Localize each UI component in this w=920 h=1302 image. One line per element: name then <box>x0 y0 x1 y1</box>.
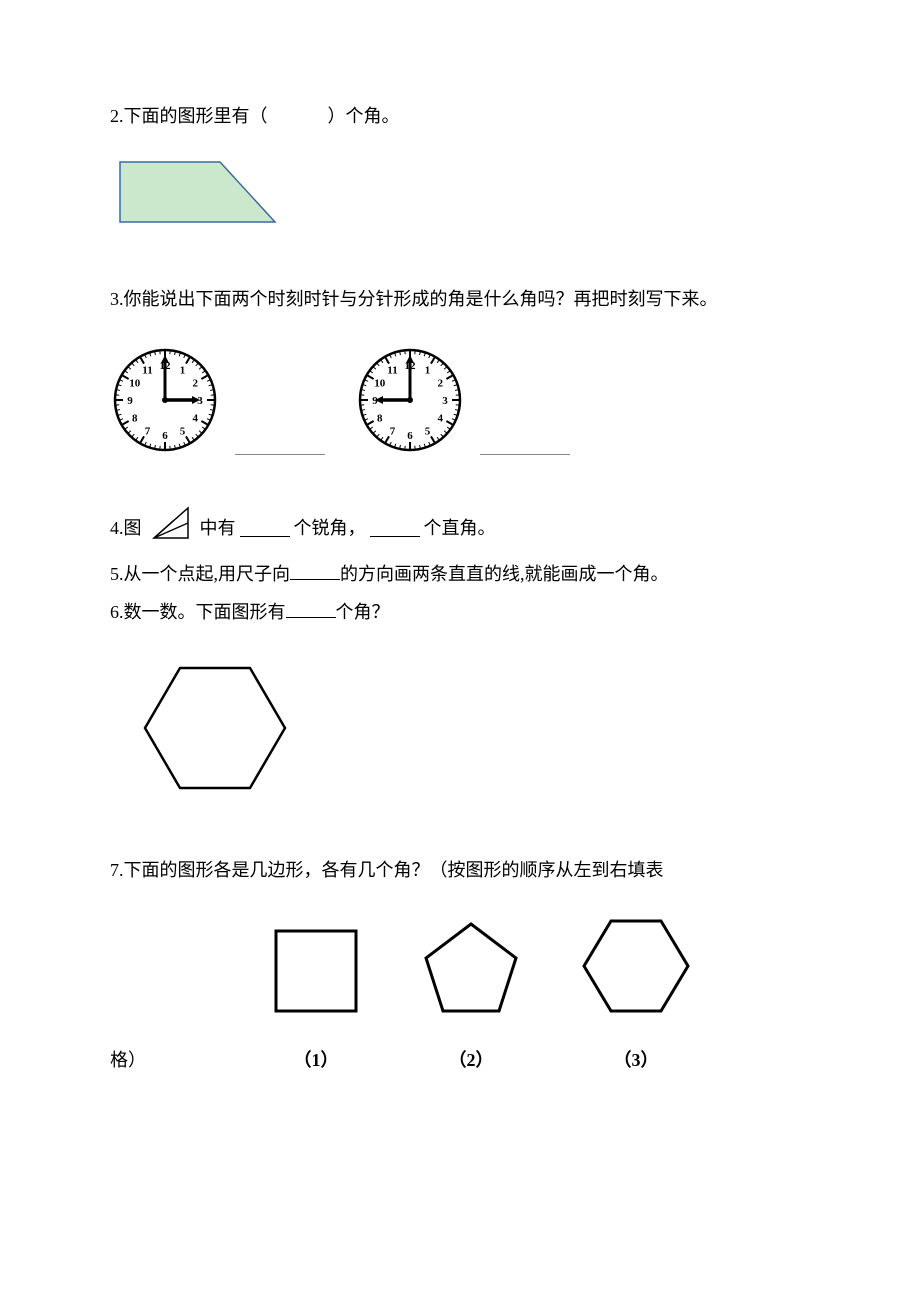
q4-mid3: 个直角。 <box>424 512 496 544</box>
q6-pre: 6.数一数。下面图形有 <box>110 602 286 622</box>
q4-pre: 4.图 <box>110 512 142 544</box>
q5-pre: 5.从一个点起,用尺子向 <box>110 564 290 584</box>
svg-text:4: 4 <box>193 413 199 425</box>
clocks-row: 121234567891011 121234567891011 <box>110 345 810 455</box>
question-2: 2.下面的图形里有（ ）个角。 <box>110 100 810 243</box>
square-shape <box>276 931 356 1011</box>
clock2-answer-blank <box>480 437 570 455</box>
clock-block-1: 121234567891011 <box>110 345 325 455</box>
q5-post: 的方向画两条直直的线,就能画成一个角。 <box>340 564 669 584</box>
q2-shape-container <box>110 152 810 242</box>
svg-text:2: 2 <box>193 378 199 390</box>
svg-text:6: 6 <box>162 430 168 442</box>
svg-text:11: 11 <box>142 365 152 377</box>
clock-block-2: 121234567891011 <box>355 345 570 455</box>
trapezoid-icon <box>110 152 285 232</box>
svg-text:3: 3 <box>442 395 448 407</box>
svg-text:7: 7 <box>145 425 151 437</box>
q7-text: 7.下面的图形各是几边形，各有几个角？（按图形的顺序从左到右填表 <box>110 854 810 886</box>
q4-mid1: 中有 <box>200 512 236 544</box>
hexagon-icon <box>135 653 295 803</box>
pentagon-shape <box>426 924 516 1011</box>
q7-label-2: （2） <box>416 1044 526 1076</box>
hexagon-shape <box>145 668 285 788</box>
pentagon-icon <box>416 916 526 1021</box>
q4-triangle-container <box>151 505 191 551</box>
svg-text:1: 1 <box>180 365 186 377</box>
clock-center <box>407 397 413 403</box>
q4-blank2 <box>370 519 420 537</box>
svg-text:1: 1 <box>425 365 431 377</box>
q6-blank <box>286 600 336 618</box>
q2-pre: 2.下面的图形里有（ <box>110 106 268 126</box>
q4-mid2: 个锐角， <box>294 512 366 544</box>
svg-text:5: 5 <box>180 425 186 437</box>
tri-diag2 <box>154 523 188 538</box>
tri-diag1 <box>154 521 173 538</box>
q2-polygon <box>120 162 275 222</box>
svg-text:11: 11 <box>387 365 397 377</box>
q7-shape-3: （3） <box>576 911 696 1076</box>
triangle-icon <box>151 505 191 541</box>
q7-label-1: （1） <box>266 1044 366 1076</box>
q4-blank1 <box>240 519 290 537</box>
q6-post: 个角？ <box>336 602 390 622</box>
q7-shape-2: （2） <box>416 916 526 1076</box>
svg-text:8: 8 <box>377 413 383 425</box>
svg-text:5: 5 <box>425 425 431 437</box>
clock-center <box>162 397 168 403</box>
svg-text:6: 6 <box>407 430 413 442</box>
hexagon-shape-2 <box>584 921 688 1011</box>
question-3: 3.你能说出下面两个时刻时针与分针形成的角是什么角吗？再把时刻写下来。 1212… <box>110 283 810 455</box>
clock-icon-2: 121234567891011 <box>355 345 465 455</box>
q5-blank <box>290 562 340 580</box>
clock-icon-1: 121234567891011 <box>110 345 220 455</box>
question-4: 4.图 中有 个锐角， 个直角。 <box>110 505 810 551</box>
q3-text: 3.你能说出下面两个时刻时针与分针形成的角是什么角吗？再把时刻写下来。 <box>110 283 810 315</box>
svg-text:3: 3 <box>197 395 203 407</box>
question-7: 7.下面的图形各是几边形，各有几个角？（按图形的顺序从左到右填表 格） （1） … <box>110 854 810 1076</box>
svg-text:10: 10 <box>374 378 386 390</box>
svg-text:2: 2 <box>438 378 444 390</box>
q2-post: ）个角。 <box>328 106 400 126</box>
q7-text-end: 格） <box>110 1044 146 1076</box>
svg-text:9: 9 <box>127 395 133 407</box>
svg-text:8: 8 <box>132 413 138 425</box>
q2-text: 2.下面的图形里有（ ）个角。 <box>110 100 810 132</box>
hexagon-icon-2 <box>576 911 696 1021</box>
q7-shape-1: （1） <box>266 921 366 1076</box>
square-icon <box>266 921 366 1021</box>
svg-text:7: 7 <box>390 425 396 437</box>
question-6: 6.数一数。下面图形有 个角？ <box>110 596 810 628</box>
svg-text:10: 10 <box>129 378 141 390</box>
svg-text:4: 4 <box>438 413 444 425</box>
clock1-answer-blank <box>235 437 325 455</box>
q7-figures: （1） （2） （3） <box>266 911 696 1076</box>
q7-label-3: （3） <box>576 1044 696 1076</box>
q6-hexagon-container <box>135 653 810 813</box>
question-5: 5.从一个点起,用尺子向 的方向画两条直直的线,就能画成一个角。 <box>110 558 810 590</box>
